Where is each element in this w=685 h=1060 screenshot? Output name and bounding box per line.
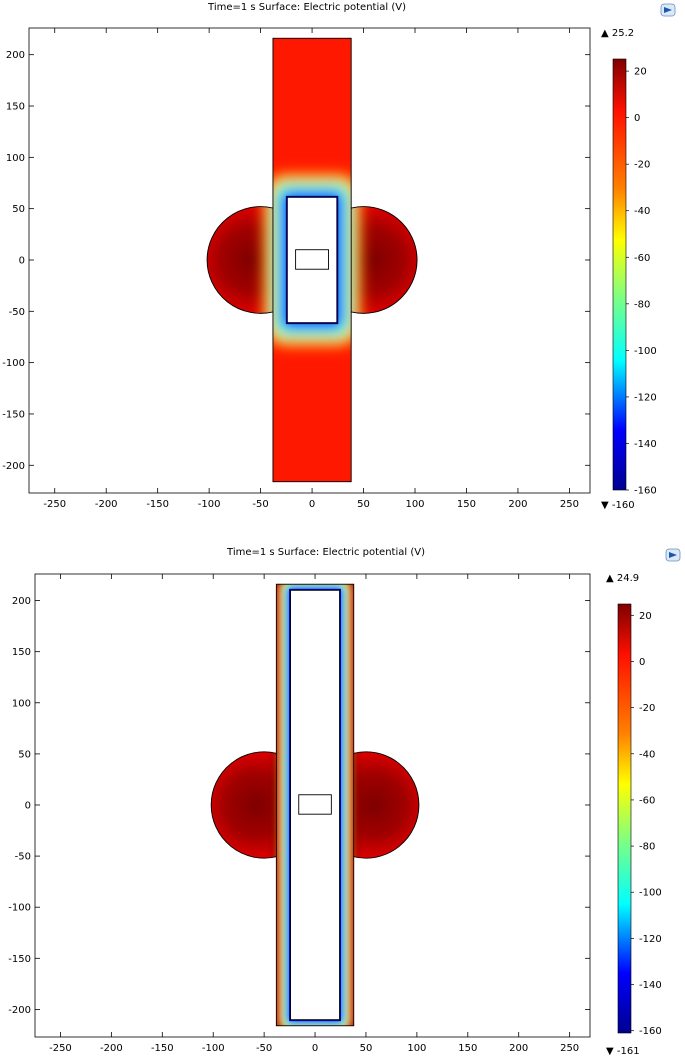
x-tick-label: -200 bbox=[95, 499, 118, 510]
geometry-outline bbox=[210, 583, 420, 1027]
colorbar-min-label: ▼ -161 bbox=[606, 1046, 640, 1056]
x-tick-label: 100 bbox=[407, 1043, 426, 1054]
colorbar-tick-label: 0 bbox=[634, 113, 640, 124]
colorbar-max-label: ▲ 25.2 bbox=[601, 28, 634, 39]
y-tick-label: -50 bbox=[9, 307, 25, 318]
y-tick-label: -100 bbox=[8, 903, 31, 914]
y-tick-label: 150 bbox=[6, 102, 25, 113]
side-disk-outline bbox=[351, 206, 418, 314]
plot-1-svg: Time=1 s Surface: Electric potential (V)… bbox=[2, 2, 676, 511]
y-tick-label: 0 bbox=[19, 255, 25, 266]
colorbar-tick-label: -80 bbox=[634, 299, 650, 310]
plot-2-svg: Time=1 s Surface: Electric potential (V)… bbox=[8, 547, 681, 1057]
plot-title: Time=1 s Surface: Electric potential (V) bbox=[226, 547, 425, 558]
comsol-logo-icon bbox=[660, 3, 676, 17]
y-tick-label: -200 bbox=[8, 1005, 31, 1016]
colorbar-tick-label: -160 bbox=[639, 1026, 662, 1037]
x-tick-label: 250 bbox=[560, 1043, 579, 1054]
y-tick-label: 50 bbox=[12, 204, 25, 215]
colorbar-tick-label: -20 bbox=[634, 160, 650, 171]
colorbar-tick-label: -100 bbox=[639, 888, 662, 899]
strip-outline bbox=[275, 583, 355, 1027]
side-disk-outline bbox=[210, 751, 277, 859]
side-disk-outline bbox=[353, 751, 420, 859]
x-tick-label: 100 bbox=[405, 499, 424, 510]
x-tick-label: 150 bbox=[458, 1043, 477, 1054]
y-tick-label: -50 bbox=[15, 852, 31, 863]
colorbar-max-label: ▲ 24.9 bbox=[606, 573, 639, 584]
colorbar-tick-label: -140 bbox=[639, 980, 662, 991]
x-tick-label: -150 bbox=[151, 1043, 174, 1054]
y-tick-label: -100 bbox=[2, 358, 25, 369]
plot-panel-2: Time=1 s Surface: Electric potential (V)… bbox=[0, 528, 685, 1057]
colorbar-tick-label: -120 bbox=[634, 392, 657, 403]
colorbar-tick-label: -100 bbox=[634, 346, 657, 357]
x-tick-label: -100 bbox=[198, 499, 221, 510]
x-tick-label: 50 bbox=[360, 1043, 373, 1054]
colorbar-tick-label: -80 bbox=[639, 842, 655, 853]
colorbar-tick-label: 0 bbox=[639, 657, 645, 668]
x-tick-label: 250 bbox=[560, 499, 579, 510]
side-disk-outline bbox=[206, 206, 274, 314]
x-tick-label: -50 bbox=[256, 1043, 272, 1054]
y-tick-label: 100 bbox=[6, 153, 25, 164]
x-tick-label: 50 bbox=[357, 499, 370, 510]
colorbar-tick-label: 20 bbox=[634, 67, 647, 78]
y-tick-label: 200 bbox=[6, 50, 25, 61]
y-tick-label: 150 bbox=[12, 647, 31, 658]
colorbar-tick-label: -40 bbox=[634, 206, 650, 217]
x-tick-label: -150 bbox=[146, 499, 169, 510]
comsol-logo-icon bbox=[665, 548, 681, 562]
x-tick-label: 200 bbox=[508, 499, 527, 510]
y-tick-label: 0 bbox=[25, 800, 31, 811]
strip-outline bbox=[272, 37, 352, 483]
small-rect bbox=[295, 249, 329, 270]
small-rect bbox=[298, 794, 332, 815]
colorbar bbox=[617, 603, 632, 1034]
colorbar-tick-label: -160 bbox=[634, 486, 657, 497]
x-tick-label: -250 bbox=[43, 499, 66, 510]
x-tick-label: 0 bbox=[312, 1043, 318, 1054]
colorbar-tick-label: -60 bbox=[634, 253, 650, 264]
colorbar-tick-label: -40 bbox=[639, 749, 655, 760]
x-tick-label: 150 bbox=[457, 499, 476, 510]
plot-title: Time=1 s Surface: Electric potential (V) bbox=[207, 2, 406, 13]
y-tick-label: 50 bbox=[18, 749, 31, 760]
y-tick-label: -150 bbox=[8, 954, 31, 965]
colorbar-tick-label: -120 bbox=[639, 934, 662, 945]
x-tick-label: -100 bbox=[202, 1043, 225, 1054]
x-tick-label: -250 bbox=[49, 1043, 72, 1054]
colorbar-tick-label: -60 bbox=[639, 795, 655, 806]
y-tick-label: -150 bbox=[2, 409, 25, 420]
x-tick-label: -50 bbox=[252, 499, 268, 510]
y-tick-label: 200 bbox=[12, 596, 31, 607]
plot-panel-1: Time=1 s Surface: Electric potential (V)… bbox=[0, 0, 685, 528]
colorbar-tick-label: -20 bbox=[639, 703, 655, 714]
colorbar-min-label: ▼ -160 bbox=[601, 500, 635, 511]
x-tick-label: 0 bbox=[309, 499, 315, 510]
colorbar-tick-label: -140 bbox=[634, 439, 657, 450]
x-tick-label: -200 bbox=[100, 1043, 123, 1054]
y-tick-label: 100 bbox=[12, 698, 31, 709]
x-tick-label: 200 bbox=[509, 1043, 528, 1054]
geometry-outline bbox=[206, 37, 418, 483]
y-tick-label: -200 bbox=[2, 461, 25, 472]
colorbar-tick-label: 20 bbox=[639, 611, 652, 622]
colorbar bbox=[612, 58, 627, 491]
